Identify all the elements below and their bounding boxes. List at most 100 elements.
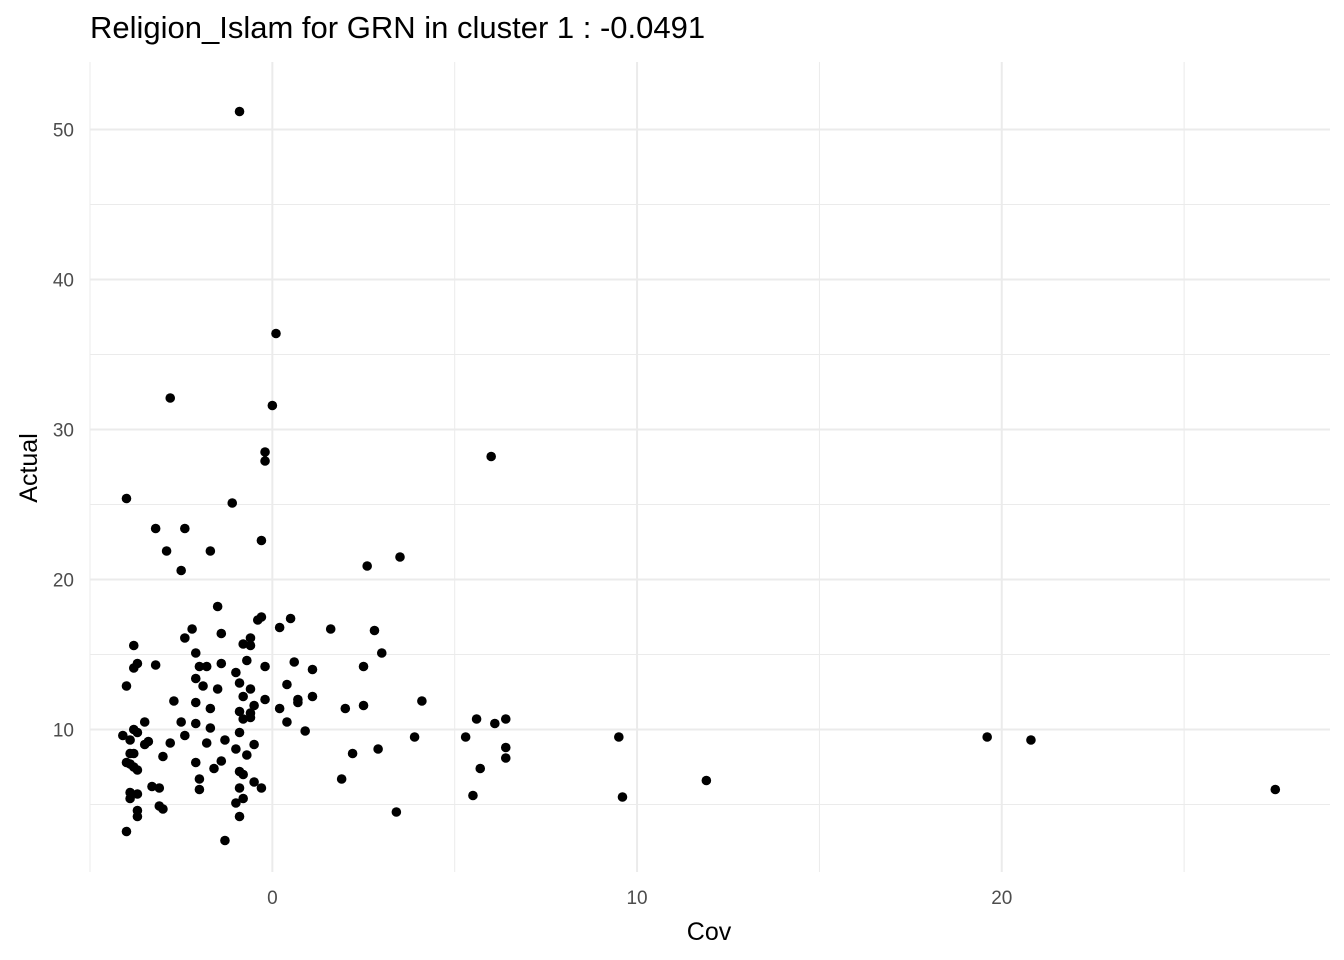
data-point <box>125 735 135 745</box>
data-point <box>158 751 168 762</box>
data-point <box>180 523 190 534</box>
data-point <box>460 732 471 742</box>
data-point <box>256 783 267 793</box>
data-point <box>260 447 270 457</box>
data-point <box>267 400 278 411</box>
data-point <box>139 717 150 727</box>
data-point <box>234 783 245 793</box>
data-point <box>1270 784 1281 795</box>
data-point <box>212 601 223 612</box>
data-point <box>227 498 238 508</box>
data-point <box>249 777 259 787</box>
y-tick-label: 10 <box>53 721 74 742</box>
data-point <box>362 561 372 571</box>
data-point <box>1026 735 1036 745</box>
data-point <box>260 694 270 705</box>
x-tick-label: 20 <box>991 888 1012 909</box>
data-point <box>347 748 358 759</box>
data-point <box>475 763 486 774</box>
data-point <box>234 706 245 717</box>
data-point <box>234 811 245 822</box>
y-tick-label: 40 <box>53 271 74 292</box>
data-point <box>220 735 230 745</box>
data-point <box>190 648 201 658</box>
data-point <box>209 763 219 774</box>
data-point <box>158 804 168 814</box>
data-point <box>234 727 245 738</box>
data-point <box>285 613 296 624</box>
data-point <box>300 726 310 736</box>
x-tick-label: 0 <box>267 888 278 909</box>
data-point <box>417 696 427 706</box>
data-point <box>376 648 387 658</box>
data-point <box>150 660 161 670</box>
data-point <box>307 691 318 702</box>
data-point <box>245 712 256 723</box>
data-point <box>252 615 263 625</box>
data-point <box>282 717 292 727</box>
x-axis-title: Cov <box>687 918 732 946</box>
major-gridlines <box>90 62 1330 872</box>
data-point <box>274 703 285 714</box>
data-point <box>132 765 143 775</box>
data-point <box>121 681 132 691</box>
data-point <box>982 732 992 742</box>
data-point <box>194 661 205 672</box>
data-point <box>500 714 511 724</box>
data-point <box>128 640 139 651</box>
data-point <box>231 798 241 808</box>
y-tick-label: 20 <box>53 571 74 592</box>
x-axis-tick-labels: 0 10 20 <box>267 888 1012 909</box>
data-point <box>274 622 285 633</box>
data-point <box>216 628 227 639</box>
data-point <box>242 655 252 666</box>
data-point <box>231 667 241 678</box>
data-point <box>260 456 270 466</box>
data-point <box>373 744 383 754</box>
data-point <box>271 328 281 339</box>
data-point <box>340 703 351 714</box>
data-point <box>500 753 511 763</box>
data-point <box>490 718 500 729</box>
data-point <box>242 750 252 760</box>
data-point <box>231 744 241 754</box>
data-point <box>154 783 165 793</box>
y-tick-label: 30 <box>53 421 74 442</box>
data-point <box>307 664 318 675</box>
data-point <box>132 811 143 822</box>
data-point <box>147 781 157 792</box>
data-point <box>205 546 216 556</box>
data-point <box>245 684 256 694</box>
data-point <box>234 106 245 117</box>
data-point <box>336 774 347 784</box>
data-point <box>190 718 201 729</box>
data-point <box>391 807 402 817</box>
data-point <box>238 691 248 702</box>
data-point <box>245 633 256 643</box>
data-point <box>256 535 267 546</box>
data-point <box>132 727 143 738</box>
data-point <box>201 661 212 672</box>
data-point <box>201 738 212 748</box>
data-point <box>150 523 161 534</box>
data-point <box>617 792 628 802</box>
data-point <box>238 714 248 724</box>
data-point <box>121 826 132 837</box>
data-point <box>198 681 208 691</box>
data-point <box>468 790 478 801</box>
data-point <box>358 700 369 711</box>
data-point <box>165 738 176 748</box>
data-point <box>220 835 230 846</box>
data-point <box>282 679 292 690</box>
data-point <box>249 739 259 750</box>
data-point <box>238 769 248 780</box>
data-point <box>190 697 201 708</box>
data-point <box>194 784 205 795</box>
data-point <box>176 717 186 727</box>
data-point <box>289 657 300 667</box>
data-point <box>190 673 201 684</box>
data-point <box>409 732 420 742</box>
data-point <box>614 732 624 742</box>
chart-title: Religion_Islam for GRN in cluster 1 : -0… <box>90 10 706 45</box>
